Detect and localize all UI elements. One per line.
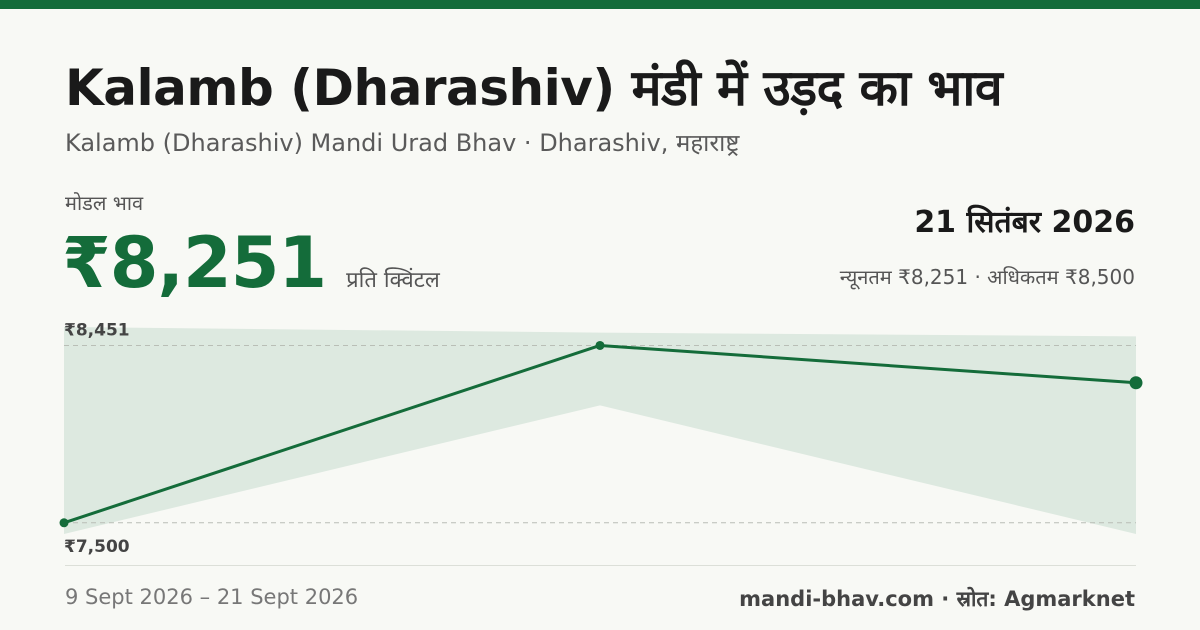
page-subtitle: Kalamb (Dharashiv) Mandi Urad Bhav · Dha… xyxy=(65,129,740,157)
source-credit: mandi-bhav.com · स्रोत: Agmarknet xyxy=(739,587,1135,611)
top-accent-bar xyxy=(0,0,1200,9)
price-chart: ₹8,451 ₹7,500 xyxy=(59,320,1143,557)
min-max-prices: न्यूनतम ₹8,251 · अधिकतम ₹8,500 xyxy=(839,265,1135,289)
data-point xyxy=(1129,376,1143,390)
price-range-band xyxy=(64,327,1136,534)
page-title: Kalamb (Dharashiv) मंडी में उड़द का भाव xyxy=(65,59,1003,117)
date-range: 9 Sept 2026 – 21 Sept 2026 xyxy=(65,585,359,609)
y-tick-label: ₹7,500 xyxy=(64,537,130,557)
price-row: ₹8,251 प्रति क्विंटल xyxy=(62,222,440,304)
modal-price-label: मोडल भाव xyxy=(65,191,144,215)
price-date: 21 सितंबर 2026 xyxy=(914,205,1135,240)
y-tick-label: ₹8,451 xyxy=(64,320,130,340)
modal-price-value: ₹8,251 xyxy=(62,222,327,304)
data-point xyxy=(59,518,69,528)
footer-divider xyxy=(65,565,1136,566)
price-unit: प्रति क्विंटल xyxy=(346,268,440,293)
data-point xyxy=(595,340,605,350)
